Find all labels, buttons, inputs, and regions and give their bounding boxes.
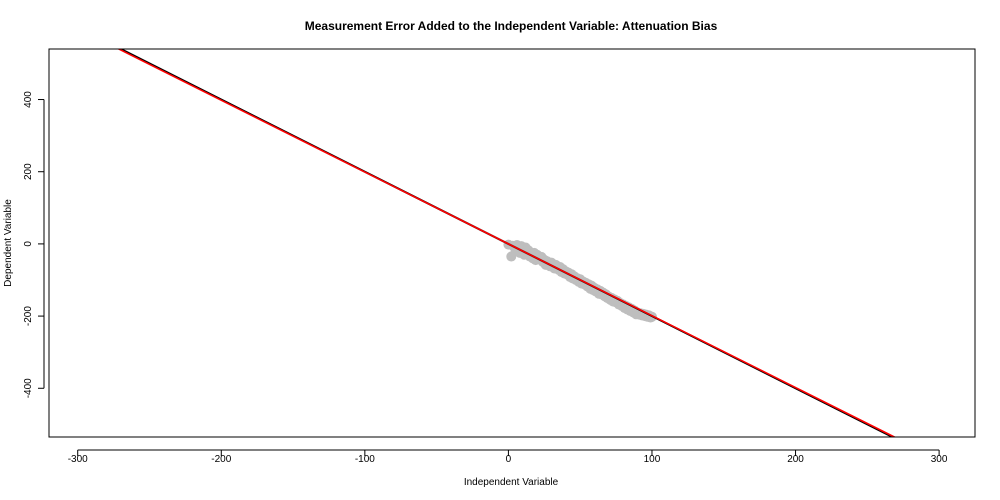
- x-tick-label: -100: [355, 454, 375, 465]
- y-tick-label: 200: [23, 163, 34, 180]
- regression-line-2: [117, 49, 897, 437]
- y-tick-label: 0: [23, 241, 34, 247]
- x-axis-label: Independent Variable: [464, 477, 559, 488]
- x-tick-label: 200: [787, 454, 804, 465]
- x-tick-label: -300: [68, 454, 88, 465]
- y-tick-label: 400: [23, 91, 34, 108]
- y-tick-label: -400: [23, 378, 34, 398]
- y-axis-label: Dependent Variable: [3, 199, 14, 287]
- plot-frame: [48, 48, 976, 438]
- x-tick-label: 0: [506, 454, 512, 465]
- x-tick-label: 100: [644, 454, 661, 465]
- x-tick-label: 300: [931, 454, 948, 465]
- x-tick-label: -200: [211, 454, 231, 465]
- chart-title: Measurement Error Added to the Independe…: [305, 19, 718, 33]
- y-tick-label: -200: [23, 306, 34, 326]
